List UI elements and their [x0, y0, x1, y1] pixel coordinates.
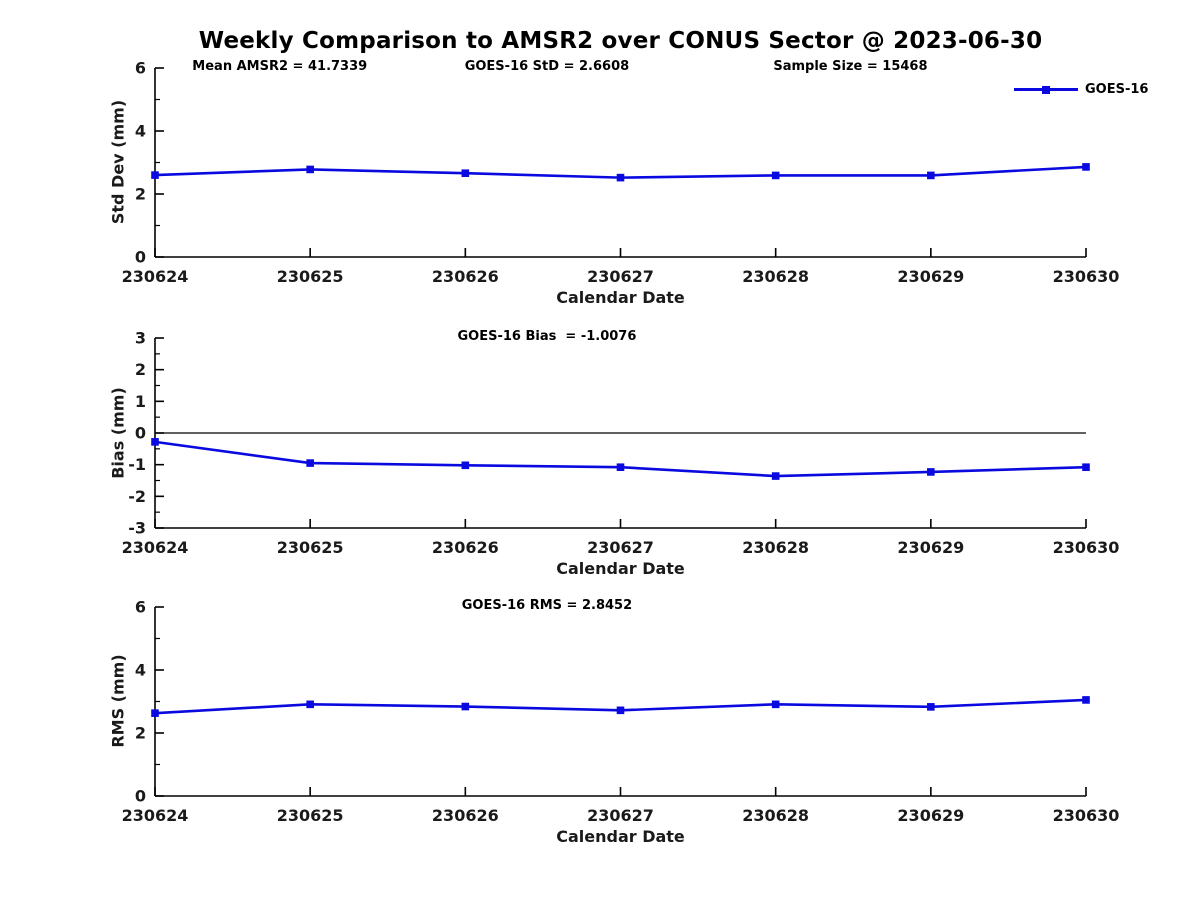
subplot-0: 0 2 4 6 230624 230625 230626 230627 230628 230629…	[122, 59, 1120, 287]
legend-square-marker	[1042, 85, 1050, 94]
x-tick-label: 230630	[1053, 267, 1120, 286]
y-axis-label-stddev: Std Dev (mm)	[108, 99, 128, 225]
x-tick-label: 230624	[122, 806, 189, 825]
data-point-marker	[306, 165, 314, 174]
y-tick-label: 6	[135, 598, 146, 617]
x-tick-label: 230627	[587, 267, 654, 286]
y-tick-label: 4	[135, 122, 146, 141]
data-point-marker	[151, 709, 159, 717]
data-point-marker	[151, 171, 159, 179]
subplot-2: 0 2 4 6 230624 230625 230626 230627 230628 230629…	[122, 598, 1120, 826]
x-tick-label: 230625	[277, 267, 344, 286]
data-point-marker	[306, 459, 314, 467]
legend-line-sample	[1014, 85, 1078, 94]
data-point-marker	[771, 472, 780, 480]
legend: GOES-16	[1014, 82, 1148, 97]
x-tick-label: 230627	[587, 806, 654, 825]
data-point-marker	[1082, 163, 1090, 171]
data-point-marker	[616, 706, 625, 715]
x-tick-label: 230628	[742, 806, 809, 825]
x-tick-label: 230628	[742, 267, 809, 286]
data-point-marker	[771, 700, 780, 709]
x-axis-label-stddev: Calendar Date	[556, 288, 685, 307]
data-point-marker	[461, 169, 470, 178]
subplot-1: -3 -2 -1 0 1 2 3 230624 230625 230626 230627 230628…	[122, 329, 1120, 558]
data-point-marker	[1082, 696, 1090, 704]
annotation: GOES-16 StD = 2.6608	[464, 59, 630, 74]
y-axis-label-bias: Bias (mm)	[108, 387, 128, 479]
annotation: Mean AMSR2 = 41.7339	[192, 59, 368, 74]
x-tick-label: 230630	[1053, 538, 1120, 557]
y-tick-label: 2	[135, 360, 146, 379]
x-axis-label-bias: Calendar Date	[556, 559, 685, 578]
y-tick-label: -1	[128, 455, 146, 474]
data-point-marker	[151, 438, 159, 446]
x-axis-label-rms: Calendar Date	[556, 827, 685, 846]
x-tick-label: 230625	[277, 538, 344, 557]
y-tick-label: 0	[135, 787, 146, 806]
y-tick-label: 4	[135, 661, 146, 680]
annotation: Sample Size = 15468	[773, 59, 928, 74]
y-tick-label: 3	[135, 329, 146, 348]
annotation: GOES-16 Bias = -1.0076	[457, 329, 637, 344]
y-tick-label: -2	[128, 487, 146, 506]
x-tick-label: 230626	[432, 806, 499, 825]
x-tick-label: 230630	[1053, 806, 1120, 825]
data-point-marker	[616, 463, 625, 471]
x-tick-label: 230629	[897, 267, 964, 286]
data-point-marker	[927, 468, 935, 476]
y-tick-label: 2	[135, 724, 146, 743]
data-point-marker	[461, 461, 470, 470]
y-tick-label: 0	[135, 248, 146, 267]
x-tick-label: 230626	[432, 538, 499, 557]
y-axis-label-rms: RMS (mm)	[108, 654, 128, 748]
data-point-marker	[1082, 463, 1090, 471]
data-point-marker	[927, 703, 935, 711]
figure-title: Weekly Comparison to AMSR2 over CONUS Se…	[198, 28, 1043, 54]
annotation: GOES-16 RMS = 2.8452	[461, 598, 633, 613]
data-point-marker	[927, 171, 935, 180]
x-tick-label: 230625	[277, 806, 344, 825]
data-point-marker	[616, 173, 625, 182]
x-tick-label: 230627	[587, 538, 654, 557]
y-tick-label: 1	[135, 392, 146, 411]
data-point-marker	[771, 171, 780, 180]
y-tick-label: 6	[135, 59, 146, 78]
data-point-marker	[306, 700, 314, 709]
y-tick-label: -3	[128, 519, 146, 538]
y-tick-label: 2	[135, 185, 146, 204]
x-tick-label: 230624	[122, 267, 189, 286]
x-tick-label: 230628	[742, 538, 809, 557]
x-tick-label: 230626	[432, 267, 499, 286]
data-point-marker	[461, 702, 470, 711]
x-tick-label: 230624	[122, 538, 189, 557]
legend-label: GOES-16	[1085, 82, 1149, 97]
y-tick-label: 0	[135, 424, 146, 443]
x-tick-label: 230629	[897, 538, 964, 557]
x-tick-label: 230629	[897, 806, 964, 825]
